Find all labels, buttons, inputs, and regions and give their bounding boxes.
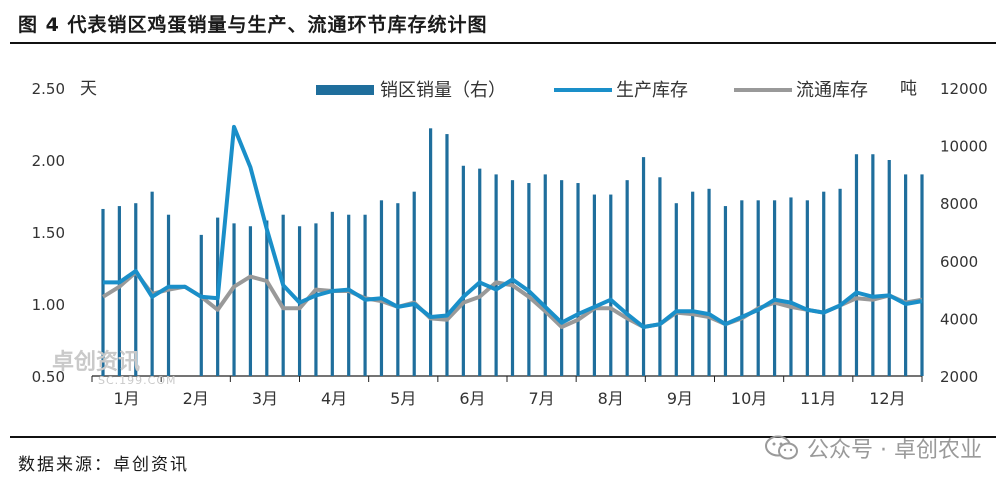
y-left-tick-label: 1.50 <box>32 224 65 242</box>
bar <box>691 191 695 376</box>
bar <box>101 208 105 376</box>
watermark-brand: 卓创资讯 <box>52 350 141 375</box>
bar <box>592 194 596 376</box>
y-left-tick-label: 1.00 <box>32 296 65 314</box>
bar <box>248 226 253 376</box>
bar <box>445 134 449 376</box>
bar <box>527 183 531 376</box>
bar <box>658 177 662 376</box>
y-right-tick-label: 6000 <box>940 253 978 271</box>
bar <box>904 174 908 376</box>
bar <box>314 223 318 376</box>
x-tick-label: 3月 <box>252 389 278 408</box>
bar <box>281 214 285 376</box>
bar <box>379 200 384 376</box>
bar <box>347 214 351 376</box>
x-tick-label: 8月 <box>598 389 624 408</box>
x-tick-label: 1月 <box>113 389 139 408</box>
y-right-tick-label: 8000 <box>940 195 978 213</box>
bar <box>625 180 629 376</box>
bar <box>117 206 121 376</box>
bar <box>822 191 826 376</box>
bar <box>134 203 138 376</box>
bar <box>396 203 400 376</box>
legend-swatch-bar <box>316 85 374 95</box>
bar <box>494 174 498 376</box>
bar <box>363 214 367 376</box>
y-left-tick-label: 2.50 <box>32 80 65 98</box>
bar <box>576 183 580 376</box>
legend-label-circulation: 流通库存 <box>796 80 868 101</box>
legend-label-production: 生产库存 <box>616 80 688 101</box>
footer-watermark-text: 公众号 · 卓创农业 <box>807 438 982 463</box>
bar <box>707 188 711 376</box>
footer-watermark: 公众号 · 卓创农业 <box>765 432 982 464</box>
y-right-unit-label: 吨 <box>900 79 917 99</box>
legend-label-bar: 销区销量（右） <box>380 80 506 101</box>
bar <box>723 206 728 376</box>
chart-area: 0.50 1.00 1.50 2.00 2.50 2000 4000 6000 8000 1000… <box>10 46 996 434</box>
x-tick-label: 11月 <box>800 389 836 408</box>
x-tick-label: 12月 <box>869 389 905 408</box>
y-right-tick-label: 12000 <box>940 80 988 98</box>
bar <box>429 128 433 376</box>
bar <box>150 191 154 376</box>
bar <box>871 154 875 376</box>
y-right-tick-label: 2000 <box>940 368 978 386</box>
title-bar: 图 4 代表销区鸡蛋销量与生产、流通环节库存统计图 <box>10 8 996 44</box>
source-text: 数据来源：卓创资讯 <box>18 455 189 475</box>
bar <box>641 157 646 376</box>
y-left-unit-label: 天 <box>80 79 97 99</box>
footer-divider <box>10 436 996 438</box>
bar <box>478 168 482 376</box>
x-tick-label: 9月 <box>667 389 693 408</box>
chart-svg: 0.50 1.00 1.50 2.00 2.50 2000 4000 6000 8000 1000… <box>32 79 988 408</box>
watermark-site: SC.199.COM <box>98 374 177 387</box>
wechat-icon <box>765 435 799 461</box>
bar <box>740 200 744 376</box>
bar <box>854 154 859 376</box>
bar <box>805 200 809 376</box>
bar <box>461 165 465 376</box>
bar <box>756 200 760 376</box>
bar <box>560 180 564 376</box>
bar <box>920 174 924 376</box>
bar <box>674 203 678 376</box>
bar <box>232 223 236 376</box>
bar <box>543 174 547 376</box>
chart-watermark: 卓创资讯 SC.199.COM <box>52 344 176 387</box>
y-right-tick-label: 10000 <box>940 138 988 156</box>
series-line-circulation <box>101 270 923 329</box>
x-tick-label: 10月 <box>731 389 767 408</box>
bar <box>887 160 891 376</box>
x-tick-label: 4月 <box>321 389 347 408</box>
bar <box>609 194 613 376</box>
bar <box>199 234 203 376</box>
series-line-production <box>103 124 923 329</box>
x-tick-label: 2月 <box>183 389 209 408</box>
bar <box>330 211 334 376</box>
bar <box>772 200 777 376</box>
x-tick-label: 5月 <box>390 389 416 408</box>
bar <box>789 197 793 376</box>
bar <box>265 220 269 376</box>
y-left-tick-label: 2.00 <box>32 152 65 170</box>
x-tick-label: 7月 <box>528 389 554 408</box>
chart-title: 图 4 代表销区鸡蛋销量与生产、流通环节库存统计图 <box>18 14 488 36</box>
bar <box>838 188 842 376</box>
bar <box>412 191 416 376</box>
y-right-tick-label: 4000 <box>940 310 978 328</box>
bar <box>166 214 171 376</box>
y-left-tick-label: 0.50 <box>32 368 65 386</box>
x-tick-label: 6月 <box>459 389 485 408</box>
